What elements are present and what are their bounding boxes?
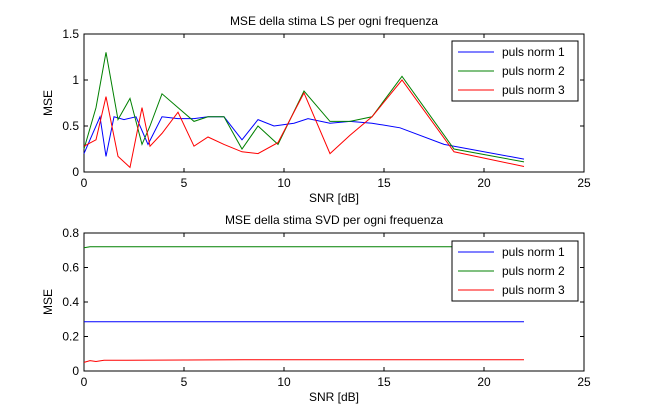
y-tick-label-2-4: 0.8 [62, 226, 79, 240]
y-axis-label-2: MSE [41, 289, 55, 315]
y-tick-label-1-0: 0 [72, 165, 79, 179]
x-tick-label-2-2: 10 [277, 375, 291, 389]
x-tick-label-1-0: 0 [81, 176, 88, 190]
x-tick-label-2-3: 15 [377, 375, 391, 389]
y-tick-label-1-3: 1.5 [62, 27, 79, 41]
x-tick-label-2-1: 5 [181, 375, 188, 389]
x-tick-label-2-0: 0 [81, 375, 88, 389]
x-tick-label-1-3: 15 [377, 176, 391, 190]
y-axis-label-1: MSE [41, 90, 55, 116]
x-axis-label-1: SNR [dB] [309, 191, 359, 205]
x-tick-label-1-4: 20 [477, 176, 491, 190]
x-tick-label-1-5: 25 [577, 176, 591, 190]
legend-label-2-1: puls norm 1 [502, 245, 565, 259]
y-tick-label-1-2: 1 [72, 73, 79, 87]
legend-label-1-1: puls norm 1 [502, 45, 565, 59]
y-tick-label-2-1: 0.2 [62, 330, 79, 344]
y-tick-label-1-1: 0.5 [62, 119, 79, 133]
chart-title-2: MSE della stima SVD per ogni frequenza [225, 213, 443, 227]
x-tick-label-1-2: 10 [277, 176, 291, 190]
legend-label-1-2: puls norm 2 [502, 64, 565, 78]
x-tick-label-2-4: 20 [477, 375, 491, 389]
y-tick-label-2-0: 0 [72, 364, 79, 378]
x-tick-label-1-1: 5 [181, 176, 188, 190]
chart-title-1: MSE della stima LS per ogni frequenza [230, 14, 438, 28]
legend-label-2-2: puls norm 2 [502, 264, 565, 278]
y-tick-label-2-3: 0.6 [62, 261, 79, 275]
legend-label-1-3: puls norm 3 [502, 83, 565, 97]
x-tick-label-2-5: 25 [577, 375, 591, 389]
x-axis-label-2: SNR [dB] [309, 390, 359, 404]
y-tick-label-2-2: 0.4 [62, 295, 79, 309]
legend-label-2-3: puls norm 3 [502, 283, 565, 297]
